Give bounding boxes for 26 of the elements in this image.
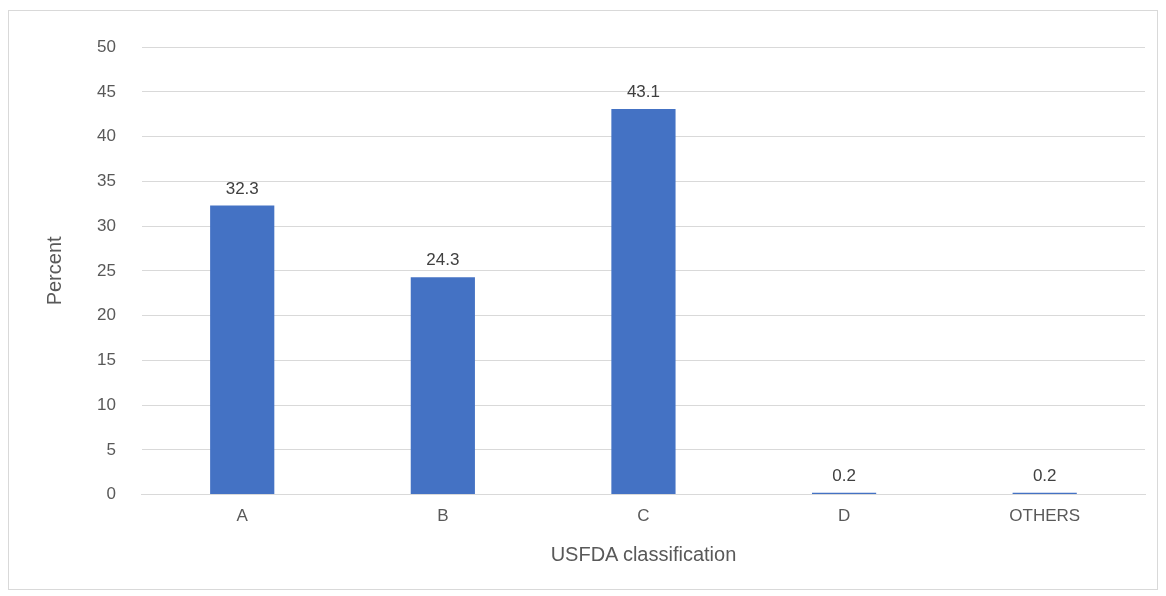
y-tick-label: 20 [96, 305, 116, 325]
y-tick-label: 25 [96, 260, 116, 280]
y-tick-label: 30 [96, 215, 116, 235]
bar [611, 108, 676, 495]
y-tick-label: 5 [106, 439, 116, 459]
x-tick-label: C [637, 506, 650, 526]
bar [210, 205, 275, 495]
y-tick-label: 40 [96, 126, 116, 146]
y-tick-label: 0 [106, 484, 116, 504]
data-label: 24.3 [426, 250, 460, 270]
data-label: 43.1 [626, 82, 660, 102]
x-tick-label: A [236, 506, 249, 526]
bar [410, 277, 475, 495]
data-label: 0.2 [1032, 466, 1057, 485]
y-tick-label: 15 [96, 350, 116, 370]
x-axis-title: USFDA classification [550, 542, 737, 565]
data-label: 0.2 [832, 466, 856, 485]
y-tick-label: 45 [96, 81, 116, 101]
y-tick-label: 35 [96, 171, 116, 191]
x-tick-label: B [437, 506, 449, 526]
y-axis-title: Percent [42, 236, 65, 306]
data-label: 32.3 [225, 178, 259, 198]
x-tick-label: OTHERS [1009, 506, 1081, 526]
y-tick-label: 50 [96, 36, 116, 56]
x-tick-label: D [837, 506, 851, 526]
y-tick-label: 10 [96, 394, 116, 414]
